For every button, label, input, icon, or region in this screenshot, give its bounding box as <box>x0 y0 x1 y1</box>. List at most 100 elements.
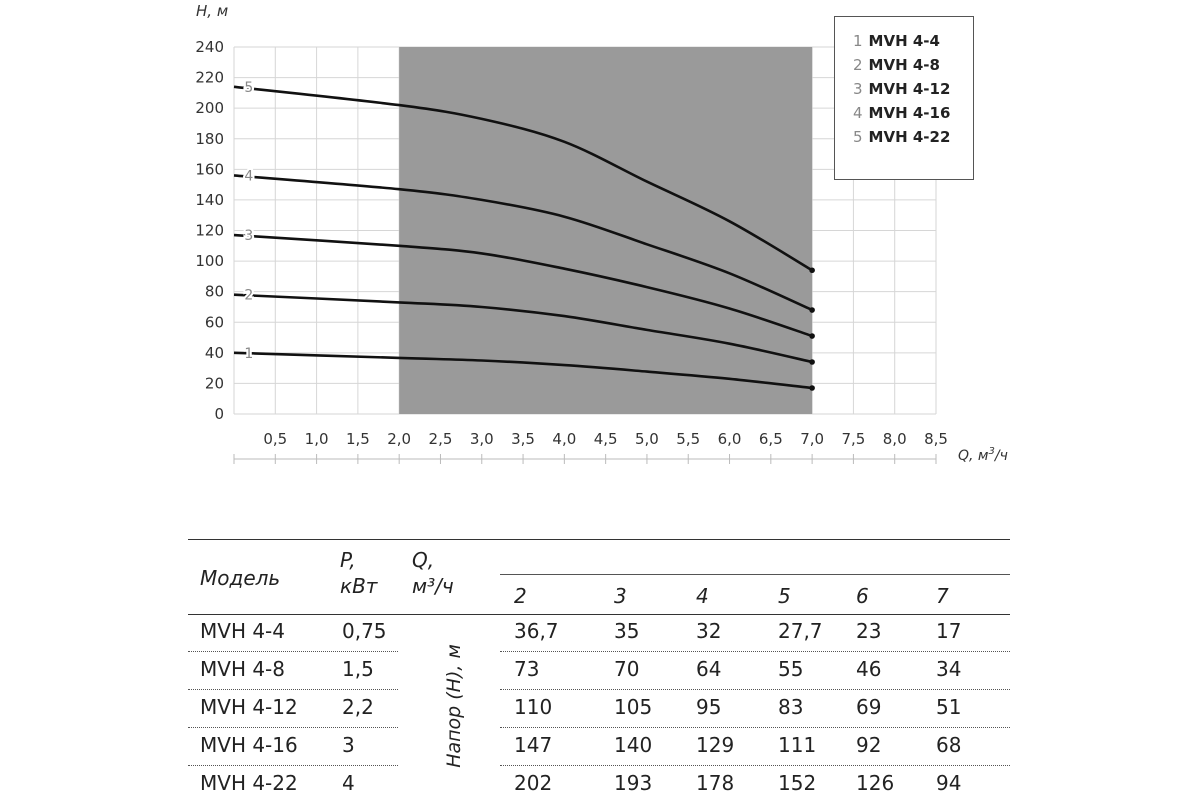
x-tick-label: 8,0 <box>883 430 907 448</box>
table-cell-head: 105 <box>614 695 653 719</box>
series-end-point <box>809 385 815 391</box>
series-curve <box>233 174 813 312</box>
row-divider <box>188 689 398 690</box>
table-cell-model: MVH 4-22 <box>200 771 298 795</box>
table-top-rule <box>188 539 1010 540</box>
series-label: 3 <box>244 228 253 244</box>
y-tick-label: 0 <box>214 405 224 423</box>
header-flow-value: 2 <box>514 584 527 608</box>
table-subheader-rule <box>500 574 1010 575</box>
table-cell-head: 95 <box>696 695 722 719</box>
table-cell-head: 70 <box>614 657 640 681</box>
table-cell-head: 35 <box>614 619 640 643</box>
table-cell-power: 4 <box>342 771 355 795</box>
series-end-point <box>809 333 815 339</box>
header-flow-symbol: Q, <box>412 548 435 572</box>
x-tick-label: 3,0 <box>470 430 494 448</box>
table-cell-head: 27,7 <box>778 619 823 643</box>
table-cell-power: 1,5 <box>342 657 374 681</box>
y-tick-label: 60 <box>205 313 224 331</box>
table-cell-head: 92 <box>856 733 882 757</box>
y-tick-label: 200 <box>195 99 224 117</box>
table-cell-head: 55 <box>778 657 804 681</box>
table-cell-head: 140 <box>614 733 653 757</box>
series-label: 4 <box>244 168 253 184</box>
table-cell-head: 126 <box>856 771 895 795</box>
x-tick-label: 6,0 <box>718 430 742 448</box>
table-cell-head: 193 <box>614 771 653 795</box>
y-tick-label: 120 <box>195 222 224 240</box>
header-flow-value: 7 <box>936 584 949 608</box>
y-tick-label: 100 <box>195 252 224 270</box>
table-cell-head: 32 <box>696 619 722 643</box>
series-curve <box>233 85 813 272</box>
table-cell-model: MVH 4-16 <box>200 733 298 757</box>
legend-item: 4 MVH 4-16 <box>853 104 951 122</box>
y-tick-label: 140 <box>195 191 224 209</box>
header-flow-value: 3 <box>614 584 627 608</box>
header-power-symbol: P, <box>340 548 356 572</box>
series-end-point <box>809 359 815 365</box>
y-tick-label: 240 <box>195 38 224 56</box>
y-tick-label: 40 <box>205 344 224 362</box>
x-tick-label: 0,5 <box>263 430 287 448</box>
table-cell-head: 202 <box>514 771 553 795</box>
table-cell-head: 111 <box>778 733 817 757</box>
series-end-point <box>809 307 815 313</box>
table-cell-power: 3 <box>342 733 355 757</box>
x-tick-label: 5,5 <box>676 430 700 448</box>
table-cell-head: 83 <box>778 695 804 719</box>
x-tick-label: 4,5 <box>594 430 618 448</box>
x-tick-label: 4,0 <box>552 430 576 448</box>
x-tick-label: 1,0 <box>305 430 329 448</box>
table-cell-head: 64 <box>696 657 722 681</box>
row-divider <box>188 727 398 728</box>
table-cell-model: MVH 4-8 <box>200 657 285 681</box>
table-cell-head: 34 <box>936 657 962 681</box>
series-curve <box>233 293 813 364</box>
series-label: 5 <box>244 80 253 96</box>
x-tick-label: 3,5 <box>511 430 535 448</box>
header-flow-value: 5 <box>778 584 791 608</box>
table-cell-model: MVH 4-4 <box>200 619 285 643</box>
table-cell-head: 36,7 <box>514 619 559 643</box>
row-divider <box>500 651 1010 652</box>
legend-item: 5 MVH 4-22 <box>853 128 951 146</box>
y-tick-label: 20 <box>205 374 224 392</box>
x-tick-label: 2,5 <box>429 430 453 448</box>
table-cell-head: 46 <box>856 657 882 681</box>
series-curve <box>233 351 813 390</box>
series-label: 2 <box>244 288 253 304</box>
table-header-rule <box>188 614 1010 615</box>
table-cell-head: 68 <box>936 733 962 757</box>
y-tick-label: 180 <box>195 130 224 148</box>
table-cell-head: 129 <box>696 733 735 757</box>
y-tick-label: 160 <box>195 160 224 178</box>
header-power-unit: кВт <box>340 574 378 598</box>
x-tick-label: 7,0 <box>800 430 824 448</box>
row-divider <box>500 727 1010 728</box>
row-divider <box>188 651 398 652</box>
header-flow-unit: м³/ч <box>412 574 454 598</box>
x-tick-label: 5,0 <box>635 430 659 448</box>
series-curve <box>233 233 813 338</box>
table-cell-head: 178 <box>696 771 735 795</box>
row-divider <box>188 765 398 766</box>
table-cell-power: 2,2 <box>342 695 374 719</box>
legend-item: 2 MVH 4-8 <box>853 56 940 74</box>
pump-curve-chart: 0 20 40 60 80 100 120 140 160 180 200 220 240 H, м 0,5… <box>195 2 1008 464</box>
y-tick-label: 80 <box>205 283 224 301</box>
header-flow-value: 4 <box>696 584 709 608</box>
x-tick-label: 8,5 <box>924 430 948 448</box>
table-cell-model: MVH 4-12 <box>200 695 298 719</box>
x-tick-label: 6,5 <box>759 430 783 448</box>
legend-item: 1 MVH 4-4 <box>853 32 940 50</box>
table-cell-power: 0,75 <box>342 619 387 643</box>
table-cell-head: 17 <box>936 619 962 643</box>
head-axis-label: Напор (H), м <box>443 644 465 768</box>
series-label: 1 <box>244 346 253 362</box>
x-axis-label: Q, м3/ч <box>958 446 1008 464</box>
x-tick-label: 2,0 <box>387 430 411 448</box>
row-divider <box>500 765 1010 766</box>
table-cell-head: 147 <box>514 733 553 757</box>
